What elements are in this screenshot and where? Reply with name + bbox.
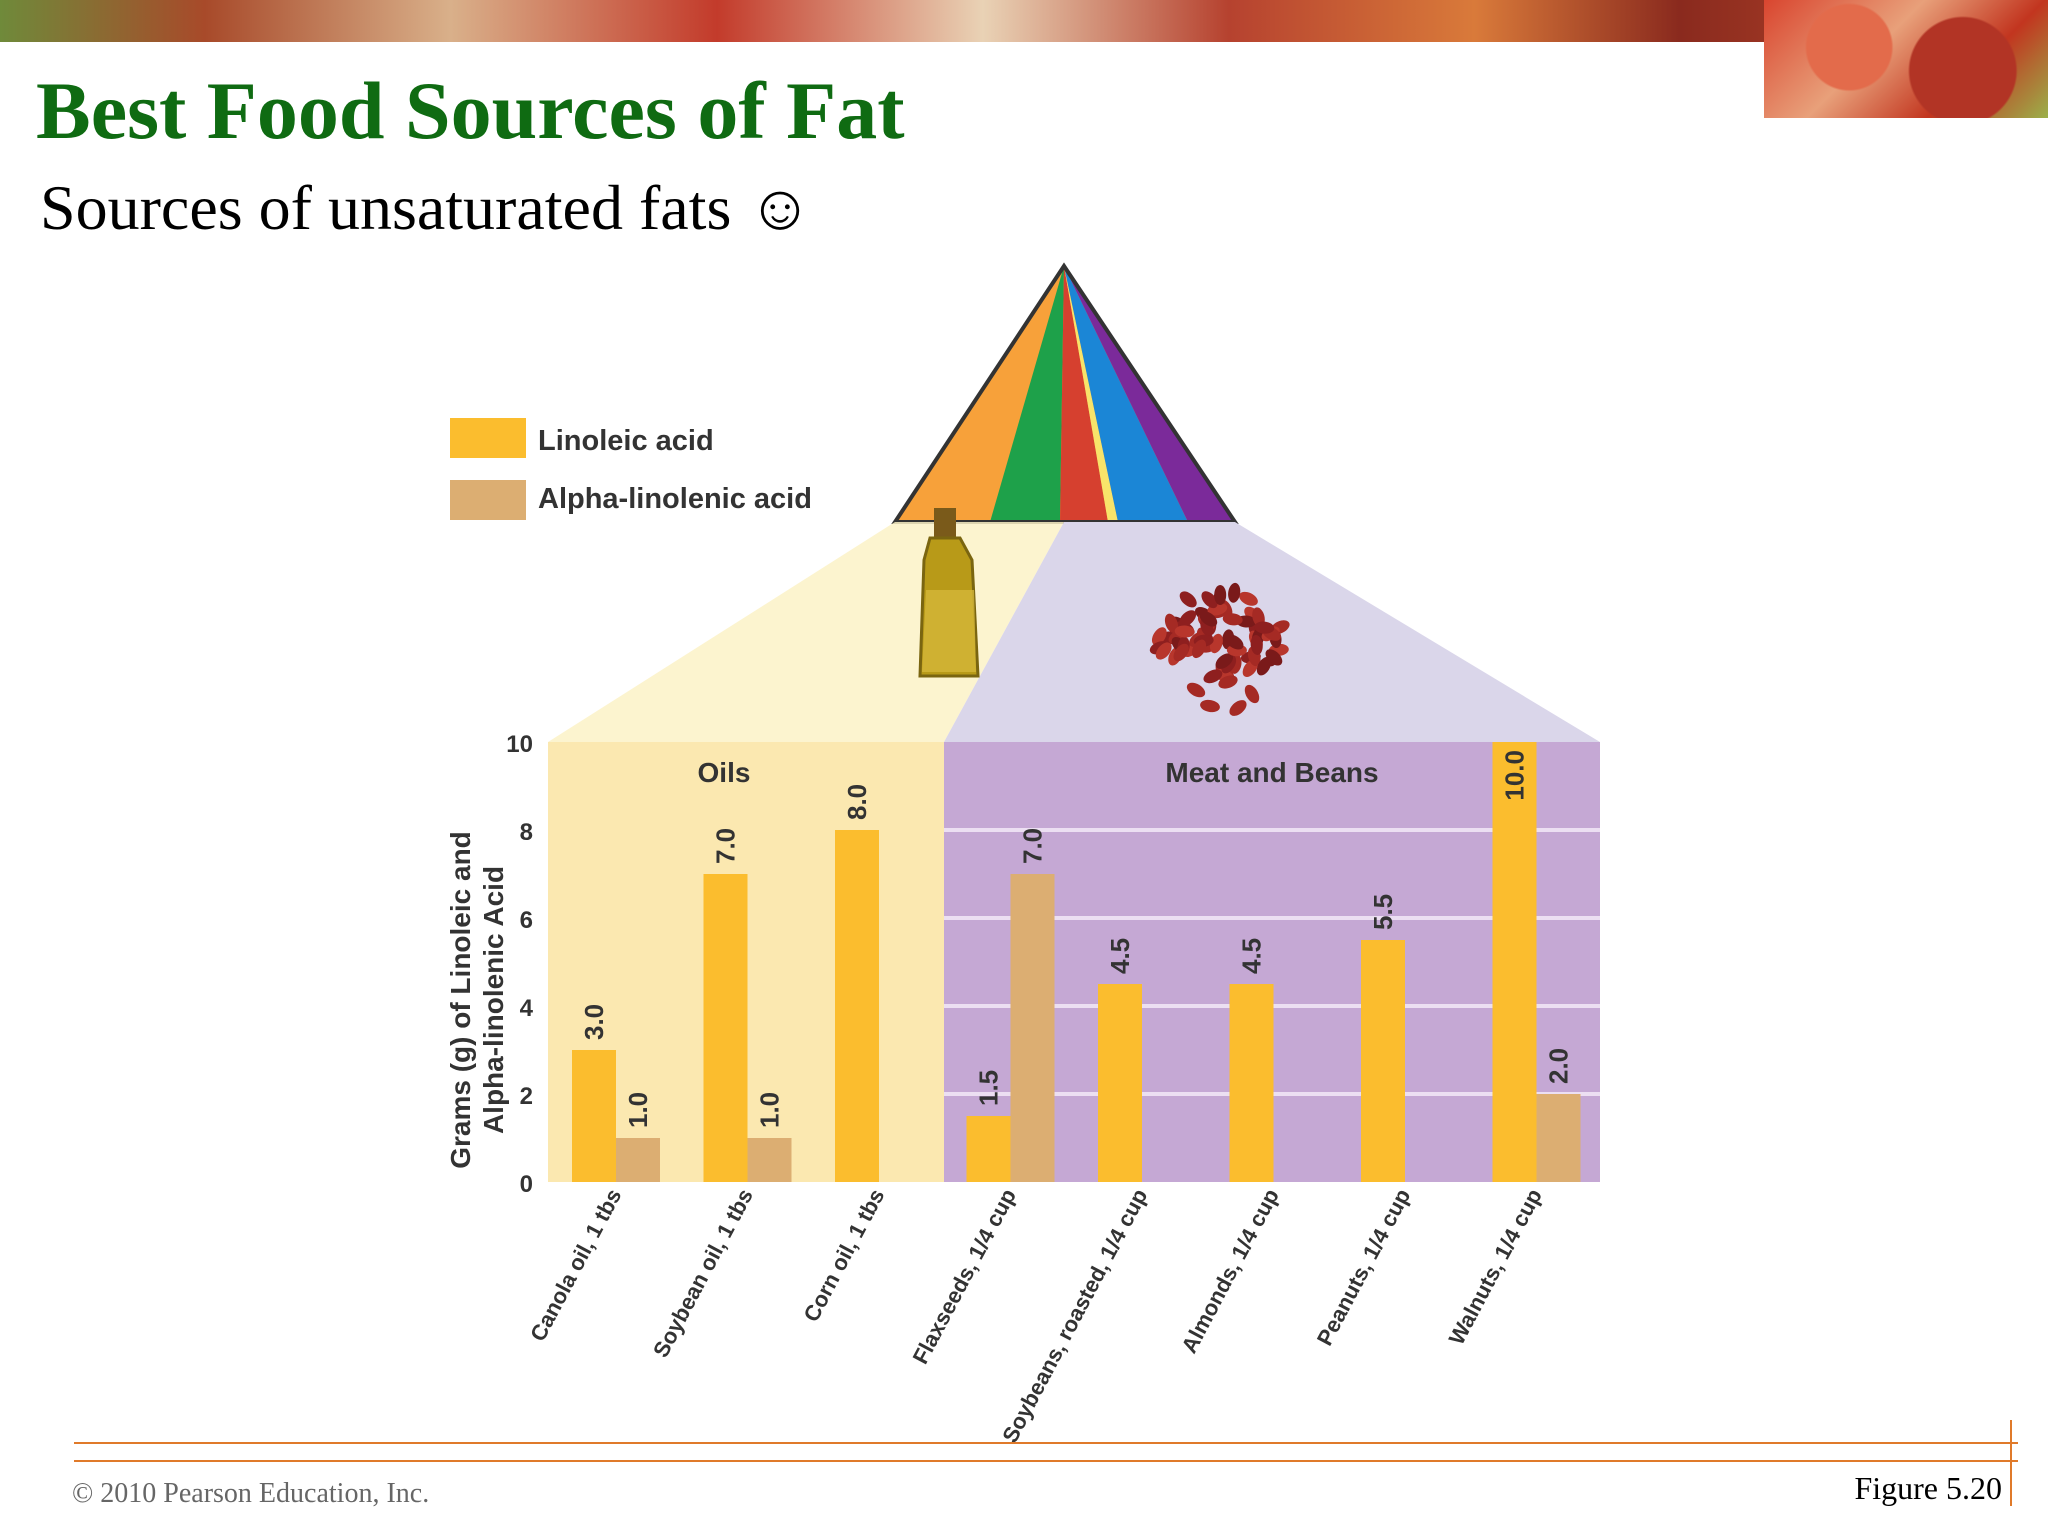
- y-tick-label: 4: [520, 995, 534, 1022]
- bar: [1492, 742, 1537, 1182]
- food-pyramid-icon: [891, 262, 1239, 524]
- bar: [616, 1138, 660, 1182]
- data-label: 3.0: [579, 1004, 609, 1040]
- x-tick-label: Almonds, 1/4 cup: [1176, 1185, 1284, 1358]
- data-label: 1.0: [755, 1092, 785, 1128]
- x-tick-label: Flaxseeds, 1/4 cup: [908, 1185, 1021, 1368]
- copyright-notice: © 2010 Pearson Education, Inc.: [72, 1478, 430, 1509]
- x-tick-label: Corn oil, 1 tbs: [798, 1185, 889, 1326]
- bar: [835, 830, 879, 1182]
- x-tick-label: Canola oil, 1 tbs: [525, 1185, 626, 1346]
- y-tick-label: 2: [520, 1083, 533, 1110]
- data-label: 4.5: [1237, 938, 1267, 974]
- data-label: 7.0: [1018, 828, 1048, 864]
- y-axis-label-line2: Alpha-linolenic Acid: [478, 866, 509, 1134]
- data-label: 10.0: [1500, 750, 1530, 801]
- group-label-oils: Oils: [698, 757, 751, 788]
- data-label: 5.5: [1368, 894, 1398, 930]
- page-subtitle: Sources of unsaturated fats ☺: [40, 172, 813, 243]
- x-tick-label: Walnuts, 1/4 cup: [1444, 1185, 1547, 1349]
- kidney-beans-icon: [1149, 582, 1290, 716]
- figure-number: Figure 5.20: [1854, 1470, 2002, 1506]
- decorative-food-banner: [0, 0, 2048, 42]
- bar: [1361, 940, 1405, 1182]
- bar: [572, 1050, 616, 1182]
- x-tick-label: Soybeans, roasted, 1/4 cup: [997, 1185, 1152, 1447]
- legend-swatch-alpha-linolenic: [450, 480, 526, 520]
- data-label: 7.0: [711, 828, 741, 864]
- bar: [1536, 1094, 1581, 1182]
- footer-rule-vertical: [2010, 1420, 2012, 1506]
- data-label: 8.0: [842, 784, 872, 820]
- x-tick-label: Peanuts, 1/4 cup: [1312, 1185, 1416, 1350]
- legend-swatch-linoleic: [450, 418, 526, 458]
- tomato-photo: [1764, 0, 2048, 118]
- data-label: 1.0: [623, 1092, 653, 1128]
- footer-rule-bottom: [74, 1460, 2018, 1462]
- data-label: 4.5: [1105, 938, 1135, 974]
- y-tick-label: 6: [520, 907, 533, 934]
- legend-label-linoleic: Linoleic acid: [538, 425, 714, 457]
- y-tick-label: 10: [506, 731, 533, 758]
- y-axis-label-line1: Grams (g) of Linoleic and: [445, 831, 476, 1169]
- data-label: 1.5: [974, 1070, 1004, 1106]
- footer-rule-top: [74, 1442, 2018, 1444]
- page-title: Best Food Sources of Fat: [36, 65, 905, 156]
- bar: [1229, 984, 1274, 1182]
- bar: [1010, 874, 1055, 1182]
- group-label-meat-beans: Meat and Beans: [1165, 757, 1378, 788]
- legend: Linoleic acid Alpha-linolenic acid: [450, 418, 812, 520]
- y-tick-label: 0: [520, 1171, 533, 1198]
- bar: [1098, 984, 1142, 1182]
- bar: [747, 1138, 792, 1182]
- bar: [703, 874, 748, 1182]
- x-tick-label: Soybean oil, 1 tbs: [648, 1185, 758, 1362]
- y-tick-label: 8: [520, 819, 533, 846]
- legend-label-alpha-linolenic: Alpha-linolenic acid: [538, 483, 812, 515]
- oil-bottle-icon: [918, 508, 980, 678]
- bar: [966, 1116, 1011, 1182]
- data-label: 2.0: [1544, 1048, 1574, 1084]
